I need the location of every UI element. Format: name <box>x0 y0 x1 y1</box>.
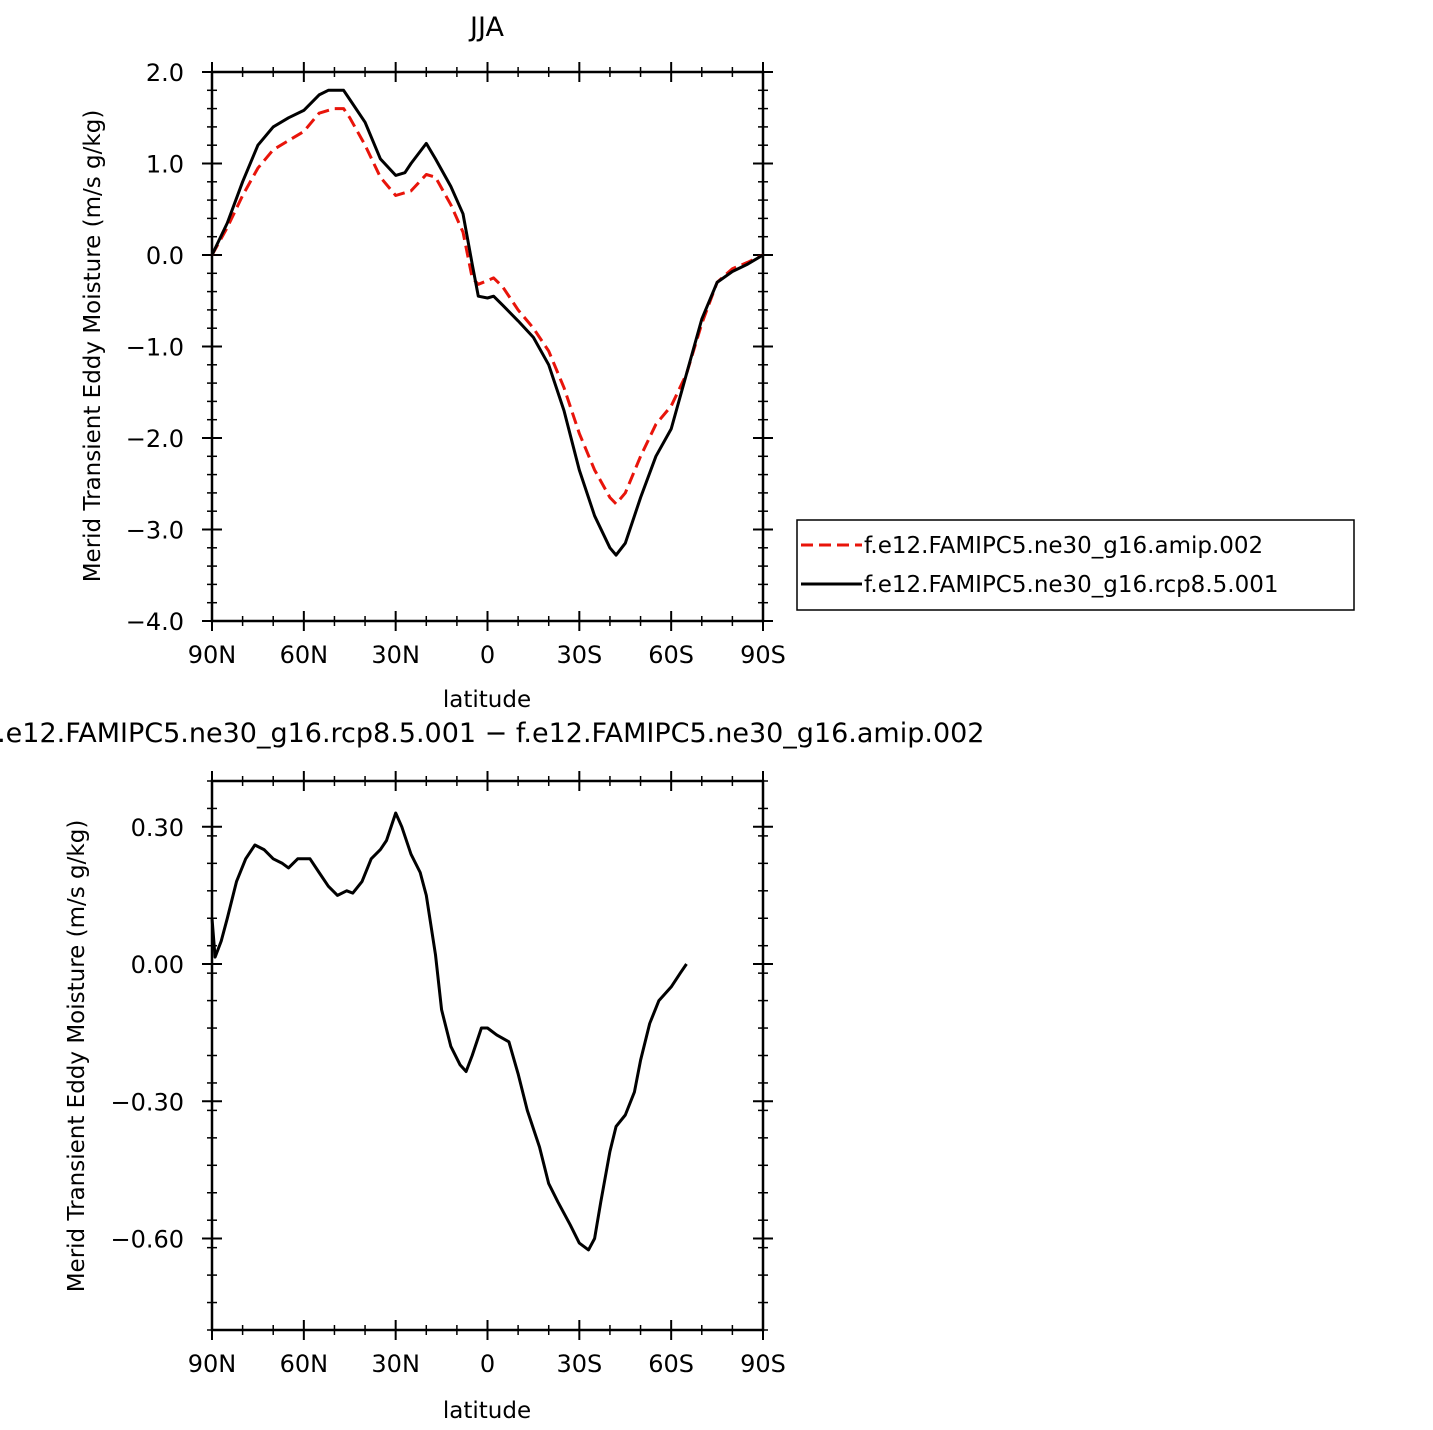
top-y-tick-label: −3.0 <box>126 517 184 545</box>
bottom-series-lines <box>210 811 688 1252</box>
bottom-x-tick-label: 30N <box>371 1350 420 1378</box>
top-tick-marks <box>202 62 773 631</box>
bottom-y-tick-label: 0.00 <box>131 951 184 979</box>
bottom-y-tick-label: −0.60 <box>110 1226 184 1254</box>
top-x-tick-label: 90N <box>188 641 237 669</box>
top-y-tick-label: −1.0 <box>126 334 184 362</box>
legend-label-rcp: f.e12.FAMIPC5.ne30_g16.rcp8.5.001 <box>864 572 1278 598</box>
top-y-tick-labels: 2.0 1.0 0.0 −1.0 −2.0 −3.0 −4.0 <box>126 59 184 636</box>
top-x-tick-label: 90S <box>740 641 786 669</box>
legend-label-amip: f.e12.FAMIPC5.ne30_g16.amip.002 <box>864 533 1263 559</box>
bottom-x-tick-label: 30S <box>556 1350 602 1378</box>
bottom-y-tick-label: 0.30 <box>131 814 184 842</box>
top-series-lines <box>210 88 764 557</box>
top-y-tick-label: 0.0 <box>146 242 184 270</box>
legend-box <box>796 519 1355 611</box>
bottom-x-tick-label: 90S <box>740 1350 786 1378</box>
bottom-x-tick-label: 90N <box>188 1350 237 1378</box>
top-chart-panel: JJA 90N 60N 30N 0 30S 60S 90S 2.0 1.0 0.0 −1.0 −2.… <box>80 12 1355 713</box>
bottom-series-line-0 <box>210 811 688 1252</box>
top-x-tick-label: 60S <box>648 641 694 669</box>
top-y-tick-label: −2.0 <box>126 425 184 453</box>
top-y-axis-label: Merid Transient Eddy Moisture (m/s g/kg) <box>80 110 106 583</box>
bottom-x-tick-labels: 90N 60N 30N 0 30S 60S 90S <box>188 1350 786 1378</box>
top-y-tick-label: 2.0 <box>146 59 184 87</box>
bottom-x-axis-label: latitude <box>443 1398 531 1424</box>
top-x-tick-labels: 90N 60N 30N 0 30S 60S 90S <box>188 641 786 669</box>
bottom-x-tick-label: 60S <box>648 1350 694 1378</box>
top-y-tick-label: −4.0 <box>126 608 184 636</box>
legend: f.e12.FAMIPC5.ne30_g16.amip.002 f.e12.FA… <box>796 519 1355 611</box>
top-series-line-0 <box>210 107 764 506</box>
bottom-chart-title: f.e12.FAMIPC5.ne30_g16.rcp8.5.001 − f.e1… <box>0 718 984 749</box>
top-x-tick-label: 30N <box>371 641 420 669</box>
top-y-tick-label: 1.0 <box>146 151 184 179</box>
bottom-y-axis-label: Merid Transient Eddy Moisture (m/s g/kg) <box>64 820 90 1293</box>
bottom-chart-panel: f.e12.FAMIPC5.ne30_g16.rcp8.5.001 − f.e1… <box>0 718 984 1424</box>
top-x-tick-label: 0 <box>480 641 495 669</box>
top-x-tick-label: 60N <box>280 641 329 669</box>
bottom-y-tick-labels: 0.30 0.00 −0.30 −0.60 <box>110 814 184 1254</box>
bottom-x-tick-label: 0 <box>480 1350 495 1378</box>
bottom-y-tick-label: −0.30 <box>110 1088 184 1116</box>
bottom-tick-marks <box>202 771 773 1340</box>
top-chart-title: JJA <box>468 12 504 43</box>
top-series-line-1 <box>210 88 764 557</box>
bottom-x-tick-label: 60N <box>280 1350 329 1378</box>
top-plot-frame <box>210 70 765 623</box>
top-x-tick-label: 30S <box>556 641 602 669</box>
top-x-axis-label: latitude <box>443 687 531 713</box>
